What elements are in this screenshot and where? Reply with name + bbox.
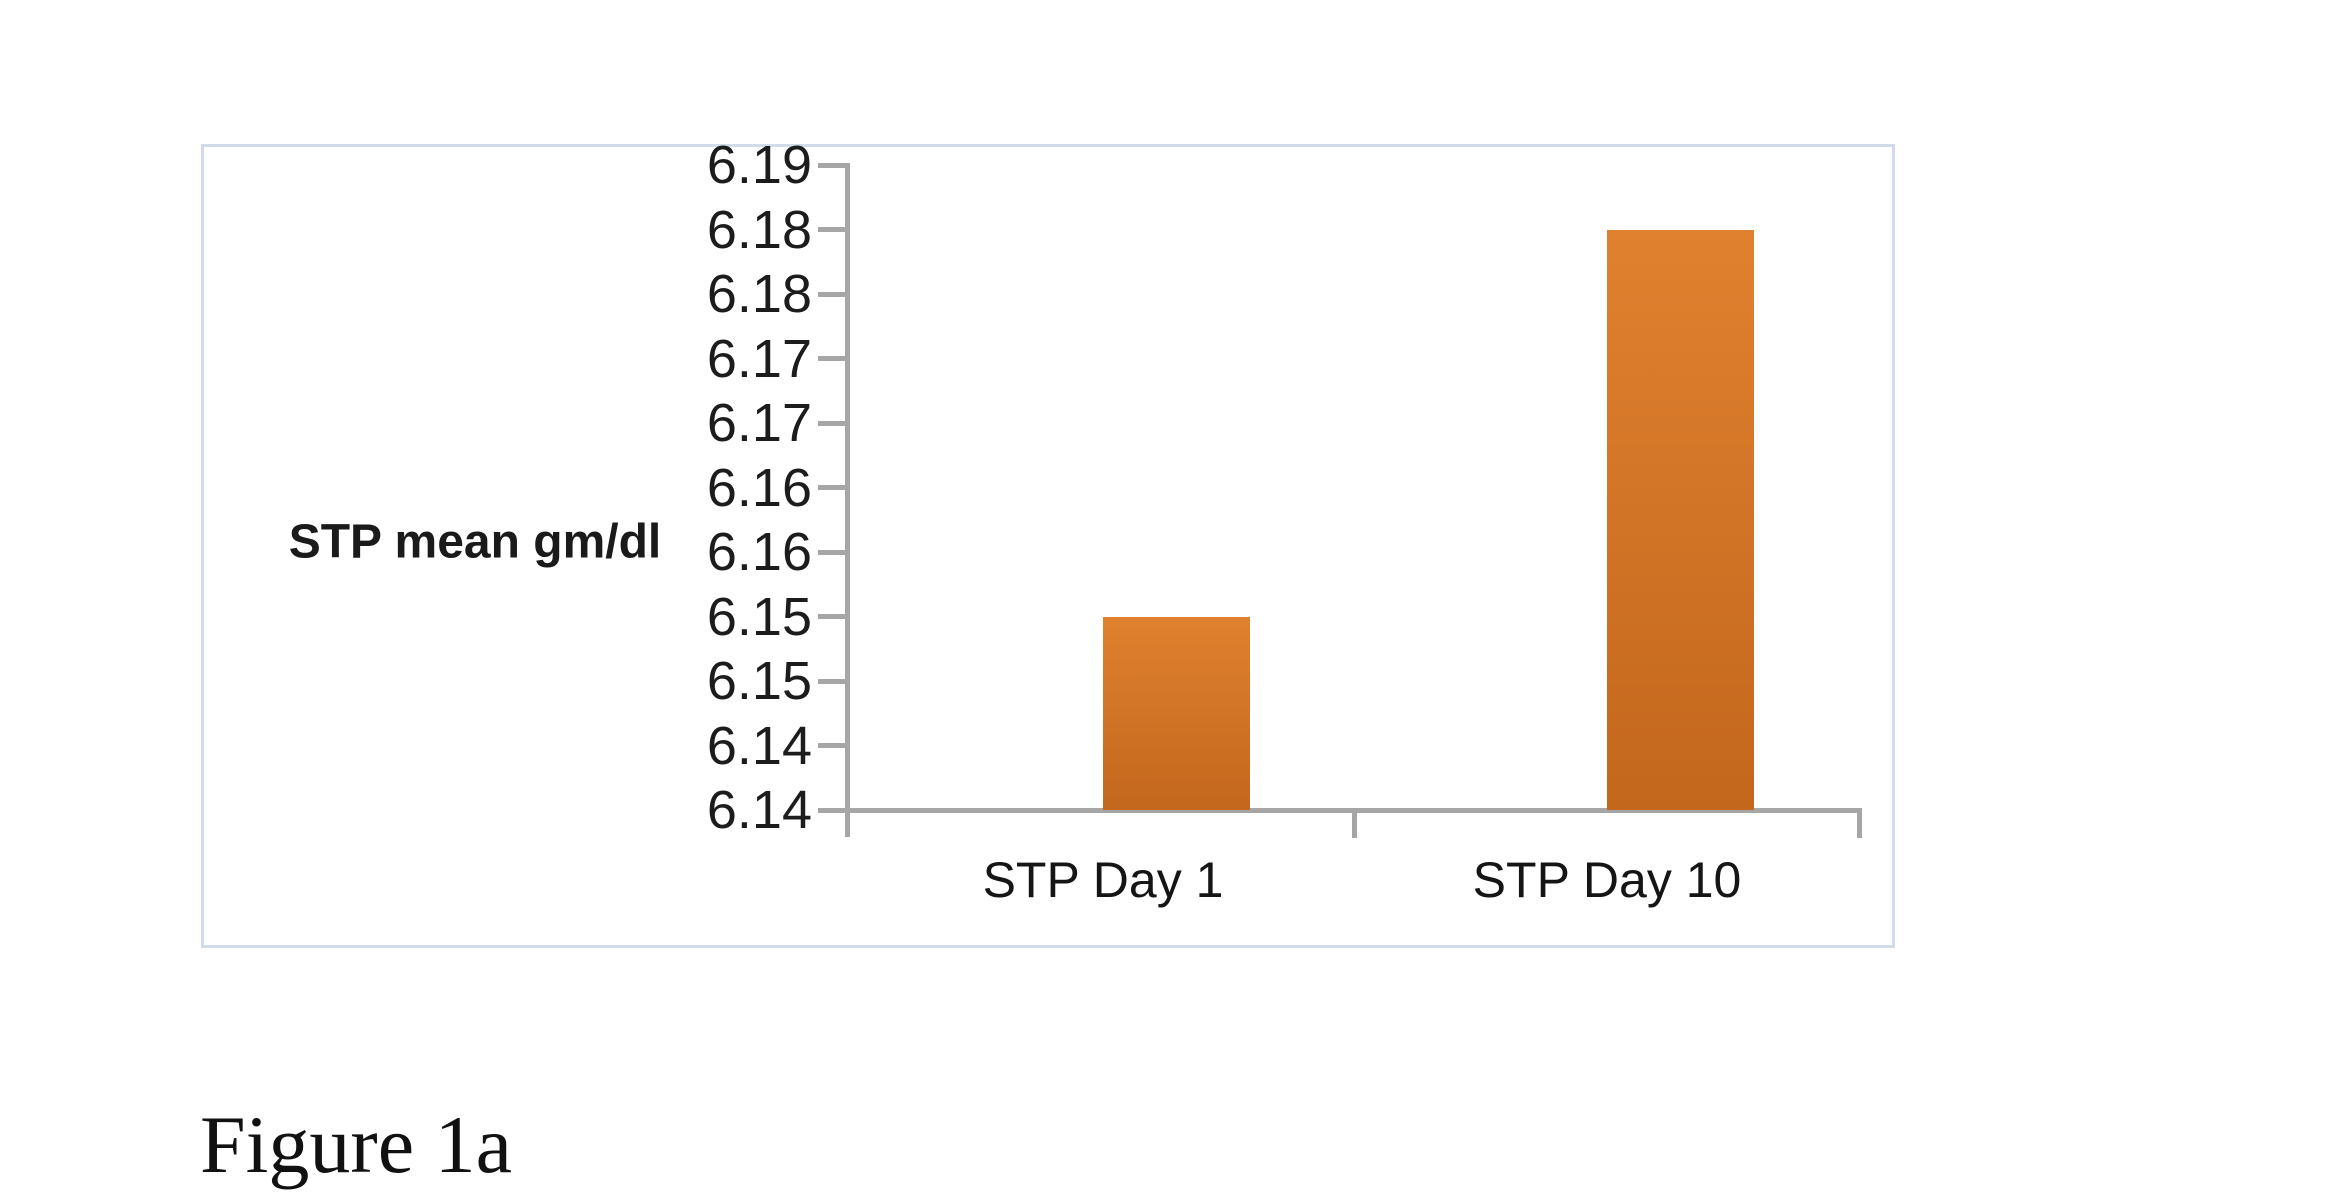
y-tick-label: 6.17 — [706, 328, 812, 389]
y-tick-label: 6.16 — [706, 522, 812, 582]
y-tick-mark — [818, 356, 846, 361]
y-tick-mark — [818, 291, 846, 297]
y-tick-label: 6.18 — [706, 264, 812, 324]
y-tick-mark — [818, 420, 846, 426]
y-tick-label: 6.19 — [706, 135, 812, 195]
bar-stp-day-10 — [1607, 229, 1754, 810]
bar-stp-day-1 — [1103, 616, 1250, 810]
x-axis-baseline — [818, 808, 1862, 813]
y-tick-mark — [818, 162, 846, 168]
x-category-label: STP Day 1 — [982, 852, 1224, 908]
value-axis-line — [845, 163, 850, 837]
y-tick-label: 6.14 — [706, 715, 812, 776]
y-tick-mark — [818, 614, 846, 619]
y-tick-mark — [818, 485, 846, 490]
category-divider-tick — [1352, 810, 1357, 838]
y-tick-label: 6.15 — [706, 651, 812, 711]
y-tick-label: 6.15 — [706, 586, 812, 647]
y-tick-label: 6.16 — [706, 457, 812, 518]
y-tick-mark — [818, 743, 846, 748]
y-tick-mark — [818, 227, 846, 232]
y-tick-label: 6.14 — [706, 780, 812, 840]
axis-end-tick — [1857, 810, 1862, 838]
y-tick-mark — [818, 549, 846, 555]
y-tick-label: 6.17 — [706, 393, 812, 453]
x-category-label: STP Day 10 — [1472, 852, 1742, 908]
figure-caption: Figure 1a — [200, 1099, 512, 1190]
y-axis-title: STP mean gm/dl — [288, 515, 662, 569]
y-tick-label: 6.18 — [706, 199, 812, 260]
y-tick-mark — [818, 678, 846, 684]
